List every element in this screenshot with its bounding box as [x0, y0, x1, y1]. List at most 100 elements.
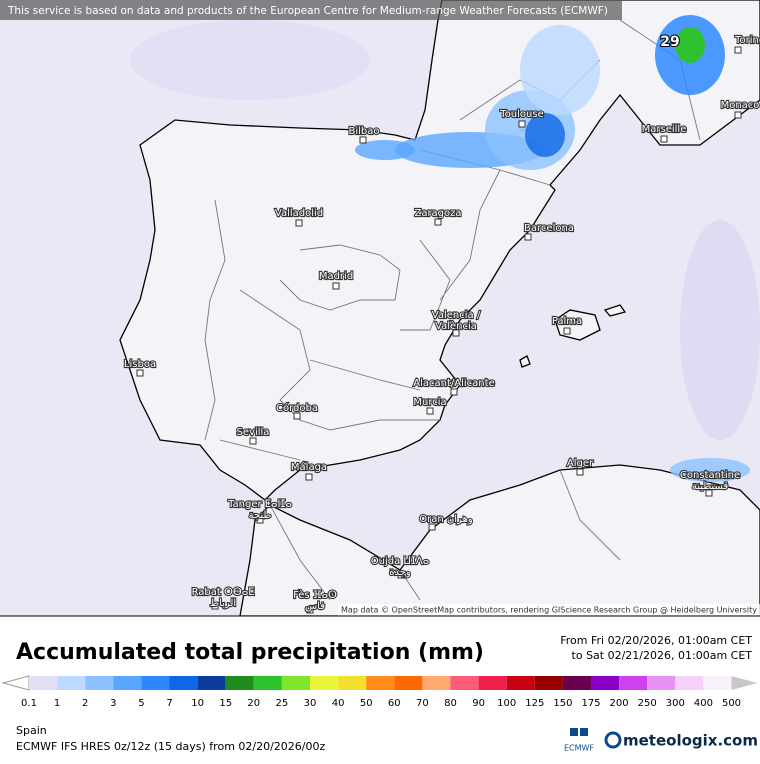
city-label: Lisboa — [124, 359, 156, 370]
legend-swatch — [310, 676, 339, 690]
date-from: From Fri 02/20/2026, 01:00am CET — [560, 634, 752, 647]
legend-arrow-high — [731, 676, 758, 690]
city-marker — [211, 602, 219, 610]
city-marker — [293, 412, 301, 420]
city-label: Alacant/Alicante — [413, 378, 494, 389]
city-marker — [295, 219, 303, 227]
legend-label: 20 — [247, 698, 260, 709]
city-marker — [136, 369, 144, 377]
legend-swatch — [113, 676, 142, 690]
city-marker — [660, 135, 668, 143]
legend-label: 40 — [332, 698, 345, 709]
city-label: Alger — [567, 458, 594, 469]
city-marker — [734, 46, 742, 54]
max-value: 29 — [660, 34, 679, 50]
title: Accumulated total precipitation (mm) — [16, 640, 484, 665]
legend-swatch — [394, 676, 423, 690]
legend-swatch — [422, 676, 451, 690]
legend-swatch — [675, 676, 704, 690]
ecmwf-icon — [570, 728, 588, 736]
legend-label: 150 — [553, 698, 572, 709]
legend-label: 250 — [638, 698, 657, 709]
city-label: Palma — [552, 316, 582, 327]
region: Spain — [16, 724, 47, 737]
legend-swatch — [619, 676, 648, 690]
city-marker — [426, 407, 434, 415]
city-label: Oujda ⵡⵊⴷⴰ — [371, 556, 430, 567]
legend-label: 175 — [581, 698, 600, 709]
legend-label: 7 — [166, 698, 172, 709]
city-marker — [452, 329, 460, 337]
legend-label: 10 — [191, 698, 204, 709]
city-label: Tanger ⵟⴰⵏⵊⴰ — [227, 499, 292, 510]
city-label: València — [435, 320, 477, 332]
city-label: Madrid — [319, 271, 353, 282]
legend-label: 70 — [416, 698, 429, 709]
city-label: Marseille — [642, 124, 687, 135]
precip-area — [680, 220, 760, 440]
city-marker — [332, 282, 340, 290]
cities: Bilbao Toulouse Marseille Monaco Torino Valla… — [123, 34, 760, 614]
legend-swatch — [29, 676, 58, 690]
city-label: Rabat ⵔⴱⴰⵟ — [192, 587, 255, 598]
legend-swatch — [534, 676, 563, 690]
precip-area — [130, 20, 370, 100]
city-label: Monaco — [721, 100, 760, 111]
meteologix-icon[interactable] — [604, 731, 622, 749]
legend-label: 30 — [304, 698, 317, 709]
legend-label: 2 — [82, 698, 88, 709]
city-label: Málaga — [291, 461, 327, 473]
city-marker — [256, 516, 264, 524]
city-marker — [249, 437, 257, 445]
city-marker — [306, 606, 314, 614]
legend-swatch — [57, 676, 86, 690]
legend-swatch — [197, 676, 226, 690]
legend: 0.1 1 2 3 5 7 10 15 20 25 30 40 50 60 70 80 90 100 125 150 1… — [1, 675, 758, 709]
city-label: طنجة — [249, 510, 272, 521]
legend-swatch — [169, 676, 198, 690]
city-marker — [518, 120, 526, 128]
city-marker — [434, 218, 442, 226]
legend-swatch — [591, 676, 620, 690]
legend-label: 80 — [444, 698, 457, 709]
legend-label: 200 — [610, 698, 629, 709]
city-label: Bilbao — [348, 126, 379, 137]
precip-area — [355, 140, 415, 160]
attribution: Map data © OpenStreetMap contributors, r… — [341, 606, 757, 615]
legend-swatch — [647, 676, 676, 690]
city-marker — [524, 233, 532, 241]
legend-swatch — [253, 676, 282, 690]
precip-area — [670, 458, 750, 482]
legend-swatch — [703, 676, 732, 690]
date-to: to Sat 02/21/2026, 01:00am CET — [572, 649, 753, 662]
legend-swatch — [281, 676, 310, 690]
legend-swatch — [478, 676, 507, 690]
island-menorca — [603, 304, 627, 317]
city-label: Valencia / — [432, 310, 481, 321]
city-label: Zaragoza — [414, 208, 461, 219]
city-label: Toulouse — [499, 109, 543, 120]
city-label: الرباط — [210, 598, 236, 609]
city-label: Constantine — [680, 470, 740, 481]
city-marker — [359, 136, 367, 144]
city-marker — [397, 571, 405, 579]
legend-label: 25 — [276, 698, 289, 709]
precip-area — [675, 27, 705, 63]
legend-label: 60 — [388, 698, 401, 709]
legend-swatch — [506, 676, 535, 690]
meteologix-logo[interactable]: meteologix.com — [623, 732, 758, 750]
legend-swatch — [141, 676, 170, 690]
legend-label: 125 — [525, 698, 544, 709]
land-europe — [119, 0, 760, 501]
island-ibiza — [519, 355, 531, 368]
city-marker — [576, 468, 584, 476]
city-label: قسنطينة — [692, 481, 729, 492]
city-marker — [428, 523, 436, 531]
banner: This service is based on data and produc… — [7, 5, 608, 17]
legend-label: 1 — [54, 698, 60, 709]
city-label: Oran وهران — [419, 514, 473, 525]
city-marker — [305, 473, 313, 481]
legend-label: 3 — [110, 698, 116, 709]
land-africa — [239, 464, 760, 616]
legend-label: 300 — [666, 698, 685, 709]
